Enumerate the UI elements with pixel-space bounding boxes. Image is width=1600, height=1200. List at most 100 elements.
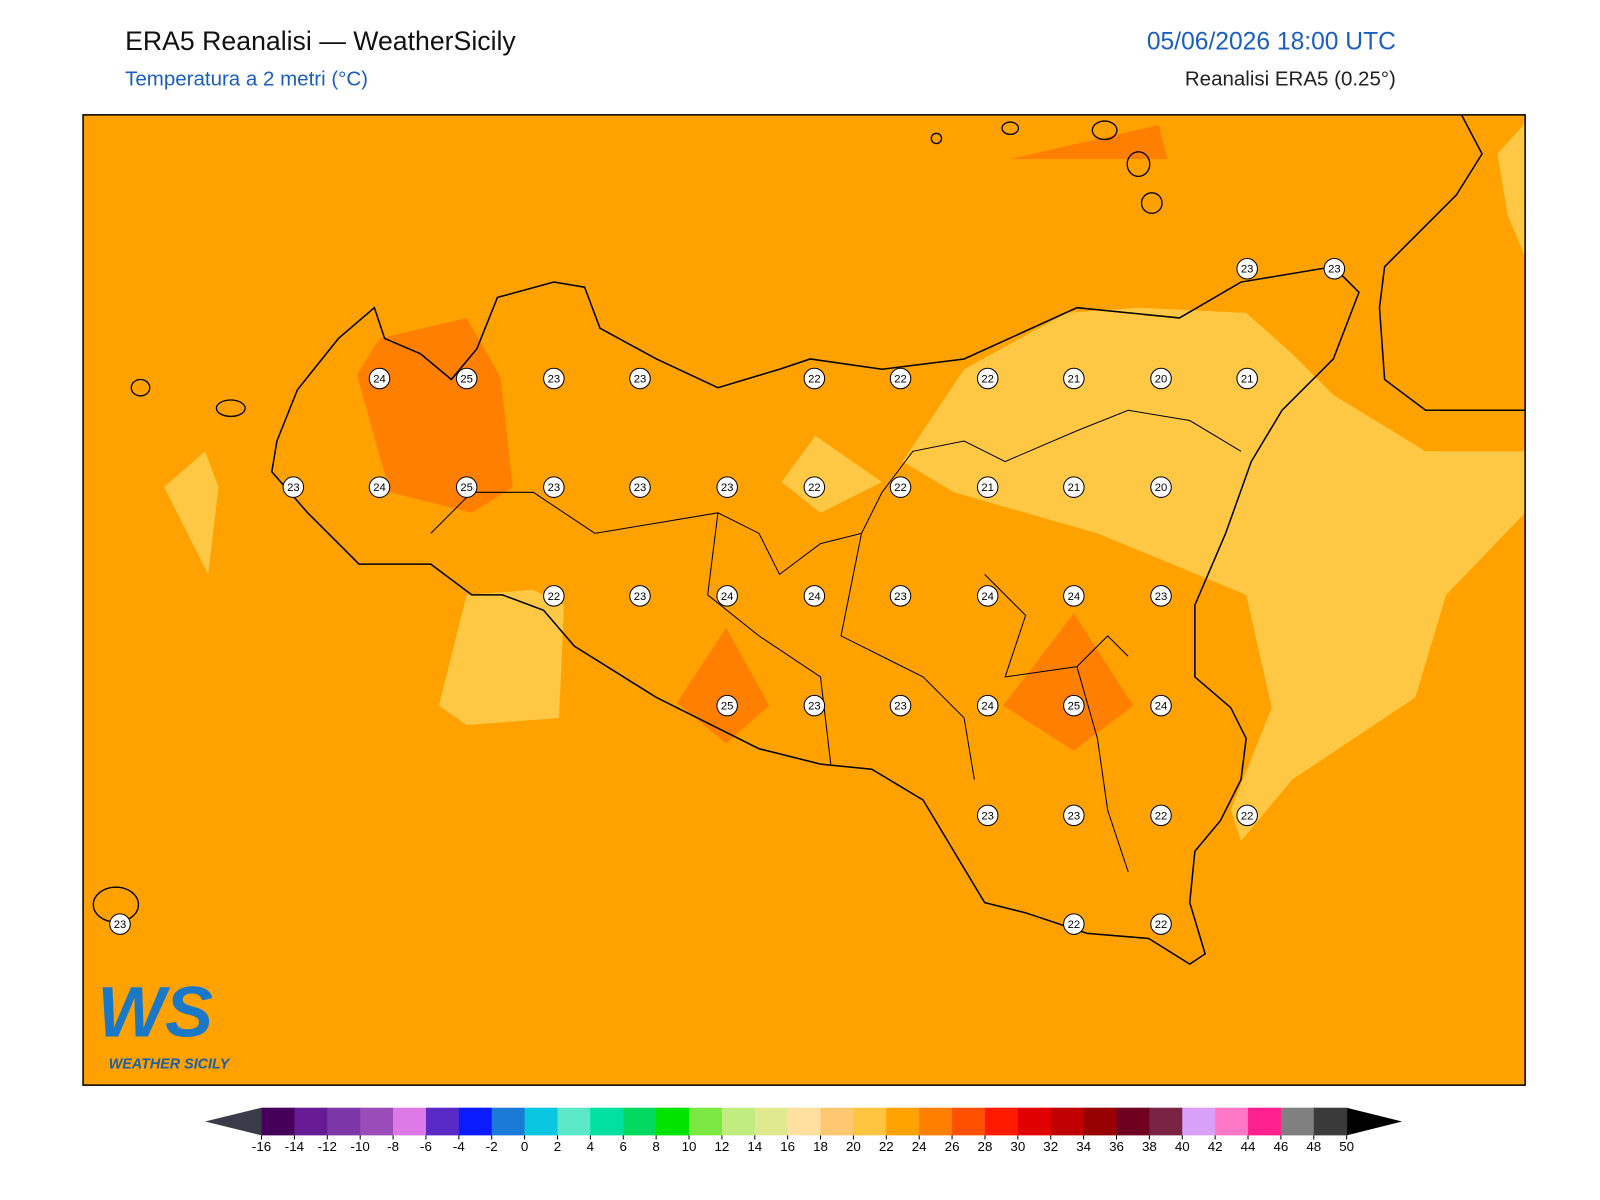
station: 20 bbox=[1150, 367, 1172, 390]
station-marker bbox=[1236, 804, 1258, 827]
station-marker bbox=[889, 585, 912, 607]
colorbar-tick-label: 16 bbox=[780, 1139, 795, 1154]
station-marker bbox=[629, 367, 651, 390]
colorbar-under bbox=[205, 1107, 262, 1136]
subtitle: Temperatura a 2 metri (°C) bbox=[125, 67, 368, 90]
colorbar-segment bbox=[1215, 1107, 1249, 1136]
station-marker bbox=[716, 476, 738, 498]
colorbar-over bbox=[1346, 1107, 1403, 1136]
colorbar-tick-label: -12 bbox=[318, 1139, 337, 1154]
station-marker bbox=[1063, 913, 1085, 935]
station-marker bbox=[282, 476, 305, 498]
colorbar-segment bbox=[886, 1107, 920, 1136]
station-value: 25 bbox=[460, 482, 473, 494]
colorbar-tick-label: 28 bbox=[978, 1139, 993, 1154]
colorbar-segment bbox=[524, 1107, 558, 1136]
colorbar-tick-label: 12 bbox=[714, 1139, 729, 1154]
station-value: 22 bbox=[548, 591, 561, 603]
station-value: 25 bbox=[460, 373, 473, 385]
station-value: 24 bbox=[981, 591, 994, 603]
colorbar-segment bbox=[853, 1107, 887, 1136]
station-marker bbox=[803, 694, 826, 717]
station-marker bbox=[1063, 694, 1085, 717]
station-value: 24 bbox=[373, 482, 386, 494]
colorbar-tick-label: 50 bbox=[1339, 1139, 1354, 1154]
map-frame bbox=[82, 114, 1526, 1086]
station: 22 bbox=[1150, 804, 1172, 827]
station: 22 bbox=[976, 367, 999, 390]
station: 25 bbox=[716, 694, 738, 717]
station-value: 21 bbox=[1068, 373, 1081, 385]
colorbar-segment bbox=[458, 1107, 493, 1136]
colorbar-segment bbox=[1083, 1107, 1118, 1136]
station: 21 bbox=[976, 476, 999, 498]
station: 25 bbox=[1063, 694, 1085, 717]
station: 24 bbox=[976, 694, 999, 717]
station-marker bbox=[716, 585, 738, 607]
contours-light bbox=[164, 123, 1526, 842]
colorbar-segment bbox=[1050, 1107, 1085, 1136]
colorbar-segment bbox=[1280, 1107, 1315, 1136]
station-marker bbox=[1150, 476, 1172, 498]
station-value: 24 bbox=[1068, 591, 1081, 603]
station-value: 23 bbox=[634, 482, 647, 494]
title: ERA5 Reanalisi — WeatherSicily bbox=[125, 26, 516, 56]
station: 23 bbox=[629, 367, 651, 390]
station: 21 bbox=[1063, 476, 1085, 498]
colorbar-segment bbox=[590, 1107, 624, 1136]
colorbar-tick-label: -4 bbox=[453, 1139, 465, 1154]
station-value: 22 bbox=[894, 482, 907, 494]
station-marker bbox=[109, 913, 131, 935]
colorbar-tick-label: 46 bbox=[1273, 1139, 1288, 1154]
colorbar-tick-label: 32 bbox=[1043, 1139, 1058, 1154]
station-marker bbox=[1236, 257, 1258, 280]
colorbar-segment bbox=[491, 1107, 526, 1136]
colorbar-tick-label: 26 bbox=[945, 1139, 960, 1154]
station-value: 22 bbox=[1155, 810, 1168, 822]
station-value: 23 bbox=[634, 373, 647, 385]
colorbar-tick-label: 18 bbox=[813, 1139, 828, 1154]
station-value: 21 bbox=[1241, 373, 1254, 385]
station-value: 24 bbox=[981, 701, 994, 713]
station-marker bbox=[1063, 804, 1085, 827]
station: 23 bbox=[889, 585, 912, 607]
station-value: 20 bbox=[1155, 373, 1168, 385]
station-marker bbox=[716, 694, 738, 717]
colorbar-segment bbox=[1248, 1107, 1282, 1136]
station: 24 bbox=[368, 476, 391, 498]
colorbar-segment bbox=[754, 1107, 789, 1136]
station-marker bbox=[1150, 804, 1172, 827]
colorbar-segment bbox=[1149, 1107, 1183, 1136]
colorbar-segment bbox=[984, 1107, 1019, 1136]
station-marker bbox=[1150, 367, 1172, 390]
station: 24 bbox=[1063, 585, 1085, 607]
station-marker bbox=[976, 367, 999, 390]
logo: WS bbox=[97, 972, 213, 1052]
colorbar-tick-label: 42 bbox=[1208, 1139, 1223, 1154]
colorbar-tick-label: -14 bbox=[285, 1139, 305, 1154]
station: 22 bbox=[1063, 913, 1085, 935]
station: 23 bbox=[803, 694, 826, 717]
logo-subtitle: WEATHER SICILY bbox=[109, 1056, 231, 1072]
station-value: 24 bbox=[808, 591, 821, 603]
colorbar-segment bbox=[787, 1107, 822, 1136]
station-marker bbox=[889, 476, 912, 498]
colorbar-segment bbox=[1116, 1107, 1150, 1136]
station-marker bbox=[889, 694, 912, 717]
station-marker bbox=[889, 367, 912, 390]
station: 22 bbox=[1150, 913, 1172, 935]
colorbar-tick-label: 0 bbox=[521, 1139, 528, 1154]
colorbar-segment bbox=[261, 1107, 295, 1136]
station: 23 bbox=[1236, 257, 1258, 280]
station-value: 24 bbox=[1155, 701, 1168, 713]
station-value: 23 bbox=[114, 919, 127, 931]
station-value: 24 bbox=[721, 591, 734, 603]
station-value: 23 bbox=[721, 482, 734, 494]
station-value: 23 bbox=[981, 810, 994, 822]
colorbar-tick-label: 34 bbox=[1076, 1139, 1091, 1154]
station-marker bbox=[1063, 585, 1085, 607]
station-marker bbox=[368, 367, 391, 390]
colorbar-segment bbox=[360, 1107, 394, 1136]
